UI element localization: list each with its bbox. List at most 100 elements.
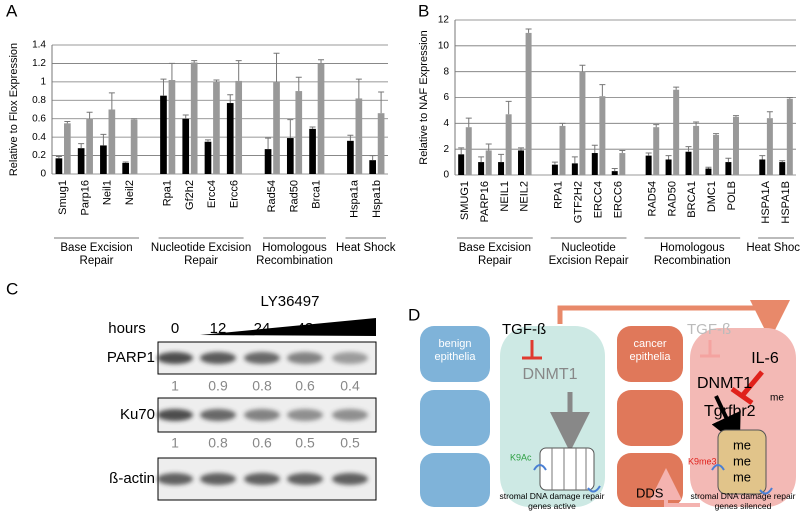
bar [108,109,116,174]
error-bar [485,143,492,151]
bar [458,154,465,175]
y-tick-label: 0 [40,169,46,180]
epithelial-cell [420,390,490,446]
bar [309,128,316,174]
bar [226,103,234,174]
bar [160,95,167,174]
error-bar [599,84,606,97]
bar [591,153,598,175]
x-tick-label: Gf2h2 [184,180,196,210]
bar [317,63,325,174]
bar [347,140,354,174]
dna [759,487,773,495]
error-bar [559,122,566,126]
bar [665,159,672,175]
x-tick-label: NEIL2 [519,181,531,212]
x-tick-label: HSPA1A [760,180,772,223]
x-tick-label: Rpa1 [162,180,174,206]
error-bar [673,86,680,90]
x-tick-label: HSPA1B [780,181,792,224]
group-label: Heat Shock [336,242,396,254]
bar [713,134,720,175]
group-label: Homologous Recombination [256,242,333,268]
bar [571,163,578,175]
error-bar [693,121,700,126]
bar [64,123,71,174]
bar [182,118,190,174]
x-tick-label: POLB [726,181,738,210]
cell-label: benign epithelia [434,338,476,363]
error-bar [122,161,129,163]
error-bar [786,97,793,99]
bar [77,148,85,174]
x-tick-label: NEIL1 [499,181,511,212]
y-axis-label: Relative to NAF Expression [418,30,430,165]
error-bar [653,124,660,128]
y-axis-label: Relative to Flox Expression [8,43,20,176]
x-tick-label: Ercc4 [206,180,218,208]
bar [273,81,280,174]
error-bar [168,62,175,81]
error-bar [64,120,71,124]
y-tick-label: 0.4 [32,132,46,143]
y-tick-label: 1 [40,76,46,87]
panel-label: D [408,305,420,324]
y-tick-label: 6 [443,92,449,103]
bar [559,125,566,175]
error-bar [378,91,385,114]
bar [732,116,739,175]
error-bar [713,133,720,135]
error-bar [295,76,302,92]
band-value: 0.5 [340,435,360,451]
stressor-label: DDS [636,485,664,500]
bar [264,149,272,174]
bar [779,162,786,175]
histone-mark: K9Ac [510,452,532,462]
bar [518,150,524,175]
bar [86,118,93,174]
bar [673,89,680,175]
bar [55,158,63,174]
bar [478,162,485,175]
arrow [650,468,700,507]
row-label: ß-actin [109,470,155,487]
bar [725,162,732,175]
band-value: 0.6 [295,378,315,394]
y-tick-label: 1.4 [32,40,46,51]
error-bar [458,147,465,155]
y-tick-label: 10 [438,40,450,51]
nucleosome [717,429,767,495]
band [332,473,368,485]
y-tick-label: 12 [438,15,450,26]
caption: stromal DNA damage repair genes active [499,491,605,511]
error-bar [287,119,294,139]
bar [369,160,376,174]
x-tick-label: Rad54 [266,180,278,212]
x-tick-label: Neil2 [124,180,136,205]
bar [168,80,176,174]
error-bar [498,153,505,163]
band-value: 1 [171,378,179,394]
bar [213,81,220,174]
error-bar [265,137,272,150]
error-bar [131,118,138,120]
bar [599,96,606,175]
epithelial-cell [420,326,490,382]
band [332,352,368,364]
x-tick-label: BRCA1 [686,181,698,218]
x-tick-label: PARP16 [479,181,491,222]
bar [100,145,107,174]
band [200,352,236,364]
x-tick-label: RAD54 [646,181,658,216]
x-tick-label: Hspa1b [371,180,383,218]
bar [204,141,212,174]
x-tick-label: Hspa1a [349,179,361,218]
arrow [557,300,790,340]
x-tick-label: RPA1 [553,181,565,209]
error-bar [100,133,107,146]
error-bar [779,160,786,163]
stromal-cell [690,328,796,507]
x-tick-label: GTF2H2 [573,181,585,223]
error-bar [759,155,766,160]
